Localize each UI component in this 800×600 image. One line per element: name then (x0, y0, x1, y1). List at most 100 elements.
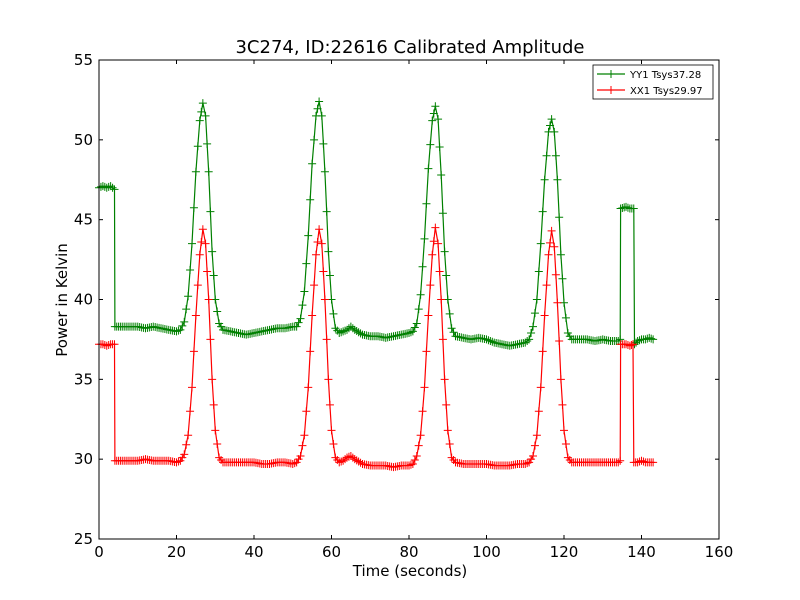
data-point (343, 325, 351, 334)
data-point (208, 247, 217, 256)
data-point (553, 175, 562, 184)
data-point (206, 335, 215, 344)
data-point (420, 234, 429, 243)
data-point (550, 127, 559, 136)
data-point (288, 459, 297, 468)
data-point (551, 270, 560, 279)
data-point (322, 335, 331, 344)
data-point (645, 333, 654, 342)
data-point (356, 458, 365, 467)
data-point (532, 431, 541, 440)
data-point (623, 203, 632, 212)
data-point (313, 104, 322, 113)
data-point (641, 335, 650, 344)
data-point (418, 407, 427, 416)
data-point (329, 439, 338, 448)
y-tick-label: 30 (74, 450, 93, 468)
data-point (547, 115, 556, 124)
data-point (538, 347, 547, 356)
data-point (172, 458, 181, 467)
data-point (325, 400, 334, 409)
series-1 (95, 223, 658, 472)
data-point (310, 135, 319, 144)
data-point (324, 375, 333, 384)
data-point (560, 426, 568, 435)
data-point (647, 334, 656, 343)
data-point (525, 335, 534, 344)
data-point (555, 337, 564, 346)
data-point (408, 459, 417, 468)
data-point (102, 341, 111, 350)
x-tick-label: 40 (244, 543, 263, 561)
data-point (486, 337, 495, 346)
data-point (428, 116, 437, 125)
data-point (622, 202, 630, 211)
data-point (556, 375, 565, 384)
data-point (438, 209, 447, 218)
data-point (322, 207, 331, 216)
data-point (178, 321, 187, 330)
data-point (335, 329, 344, 338)
data-point (203, 139, 212, 148)
data-point (191, 167, 200, 176)
data-point (211, 426, 220, 435)
data-point (437, 295, 446, 304)
data-point (172, 327, 181, 336)
data-point (302, 259, 311, 268)
data-point (300, 431, 309, 440)
data-point (320, 167, 329, 176)
data-point (530, 309, 539, 318)
data-point (315, 97, 324, 106)
data-point (110, 340, 119, 349)
data-point (191, 311, 200, 320)
data-point (335, 458, 344, 467)
data-point (538, 207, 547, 216)
data-point (622, 340, 630, 349)
data-point (521, 459, 530, 468)
data-point (416, 431, 425, 440)
data-point (616, 456, 625, 465)
data-point (639, 457, 648, 466)
data-point (434, 239, 443, 248)
data-point (418, 262, 427, 271)
data-point (186, 265, 195, 274)
data-point (203, 267, 212, 276)
data-point (635, 336, 644, 345)
data-point (356, 329, 365, 338)
data-point (186, 407, 195, 416)
y-axis: 25 30 35 40 45 50 55 (74, 51, 719, 548)
data-point (178, 453, 187, 462)
data-point (527, 455, 536, 464)
data-point (298, 301, 307, 310)
data-point (296, 314, 305, 323)
data-point (424, 164, 433, 173)
data-point (308, 159, 317, 168)
data-point (484, 336, 493, 345)
data-point (339, 456, 348, 465)
data-point (410, 323, 419, 332)
data-point (442, 271, 451, 280)
x-tick-label: 100 (472, 543, 501, 561)
data-point (327, 426, 336, 435)
data-point (447, 324, 456, 333)
data-point (195, 250, 204, 259)
data-point (189, 203, 198, 212)
data-point (292, 322, 301, 331)
data-point (110, 185, 119, 194)
data-point (440, 375, 449, 384)
data-point (445, 439, 454, 448)
data-point (329, 309, 338, 318)
series-0 (95, 97, 658, 350)
data-point (410, 455, 419, 464)
data-point (339, 327, 348, 336)
data-point (558, 274, 567, 283)
data-point (346, 451, 355, 460)
data-point (325, 271, 334, 280)
data-point (440, 247, 449, 256)
data-point (193, 281, 202, 290)
data-point (435, 143, 444, 152)
data-point (438, 335, 447, 344)
data-point (302, 407, 311, 416)
data-point (209, 400, 218, 409)
